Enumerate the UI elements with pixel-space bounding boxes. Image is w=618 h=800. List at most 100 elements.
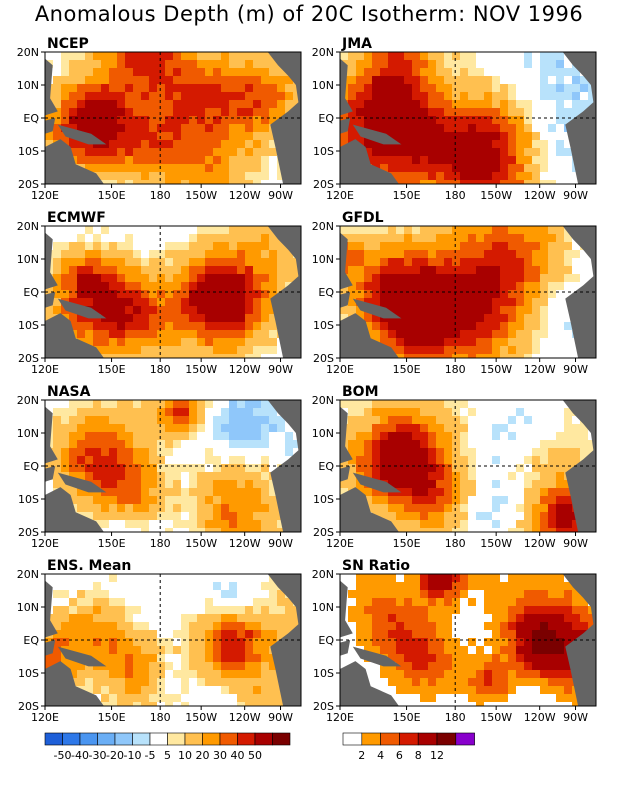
field-cell bbox=[197, 654, 205, 662]
field-cell bbox=[396, 670, 404, 678]
field-cell bbox=[580, 622, 588, 630]
field-cell bbox=[492, 108, 500, 116]
field-cell bbox=[372, 314, 380, 322]
field-cell bbox=[133, 662, 141, 670]
field-cell bbox=[428, 242, 436, 250]
field-cell bbox=[221, 242, 229, 250]
field-cell bbox=[460, 116, 468, 124]
field-cell bbox=[261, 282, 269, 290]
field-cell bbox=[157, 60, 165, 68]
field-cell bbox=[117, 76, 125, 84]
field-cell bbox=[372, 582, 380, 590]
field-cell bbox=[460, 258, 468, 266]
field-cell bbox=[101, 456, 109, 464]
field-cell bbox=[269, 670, 277, 678]
x-tick-label: 120W bbox=[229, 537, 261, 550]
field-cell bbox=[428, 504, 436, 512]
y-tick-label: EQ bbox=[318, 112, 334, 125]
field-cell bbox=[133, 520, 141, 528]
field-cell bbox=[516, 670, 524, 678]
field-cell bbox=[253, 512, 261, 520]
field-cell bbox=[428, 322, 436, 330]
field-cell bbox=[516, 598, 524, 606]
x-tick-label: 120E bbox=[31, 711, 59, 724]
field-cell bbox=[181, 400, 189, 408]
field-cell bbox=[69, 424, 77, 432]
field-cell bbox=[500, 694, 508, 702]
field-cell bbox=[356, 100, 364, 108]
field-cell bbox=[428, 132, 436, 140]
field-cell bbox=[213, 68, 221, 76]
field-cell bbox=[500, 242, 508, 250]
field-cell bbox=[508, 290, 516, 298]
field-cell bbox=[372, 140, 380, 148]
field-cell bbox=[245, 702, 253, 706]
field-cell bbox=[420, 606, 428, 614]
field-cell bbox=[428, 654, 436, 662]
field-cell bbox=[189, 52, 197, 60]
field-cell bbox=[508, 266, 516, 274]
field-cell bbox=[181, 314, 189, 322]
field-cell bbox=[564, 242, 572, 250]
land-australia bbox=[340, 139, 399, 184]
field-cell bbox=[181, 140, 189, 148]
field-cell bbox=[460, 234, 468, 242]
field-cell bbox=[572, 108, 580, 116]
field-cell bbox=[125, 298, 133, 306]
field-cell bbox=[77, 670, 85, 678]
field-cell bbox=[173, 108, 181, 116]
field-cell bbox=[540, 638, 548, 646]
field-cell bbox=[516, 266, 524, 274]
y-tick-label: EQ bbox=[23, 634, 39, 647]
field-cell bbox=[133, 504, 141, 512]
field-cell bbox=[149, 456, 157, 464]
field-cell bbox=[468, 132, 476, 140]
field-cell bbox=[476, 76, 484, 84]
field-cell bbox=[356, 84, 364, 92]
field-cell bbox=[125, 630, 133, 638]
field-cell bbox=[197, 480, 205, 488]
field-cell bbox=[149, 702, 157, 706]
field-cell bbox=[556, 496, 564, 504]
field-cell bbox=[564, 512, 572, 520]
field-cell bbox=[149, 678, 157, 686]
field-cell bbox=[93, 686, 101, 694]
field-cell bbox=[540, 598, 548, 606]
land-philippines bbox=[45, 580, 58, 638]
field-cell bbox=[380, 638, 388, 646]
field-cell bbox=[253, 242, 261, 250]
field-cell bbox=[205, 132, 213, 140]
colorbars-group: -50 -40 -30 -20 -10 -5 5 10 20 30 40 50 2 4 6 8 12 bbox=[44, 732, 475, 762]
field-cell bbox=[261, 488, 269, 496]
field-cell bbox=[165, 504, 173, 512]
field-cell bbox=[253, 416, 261, 424]
field-cell bbox=[436, 504, 444, 512]
field-cell bbox=[548, 606, 556, 614]
field-cell bbox=[141, 290, 149, 298]
field-cell bbox=[340, 226, 348, 234]
field-cell bbox=[452, 306, 460, 314]
land-new-guinea bbox=[57, 646, 107, 667]
field-cell bbox=[261, 148, 269, 156]
field-cell bbox=[221, 76, 229, 84]
field-cell bbox=[45, 132, 53, 140]
field-cell bbox=[404, 330, 412, 338]
x-tick-label: 120W bbox=[524, 189, 556, 202]
field-cell bbox=[508, 330, 516, 338]
field-cell bbox=[117, 258, 125, 266]
field-cell bbox=[484, 92, 492, 100]
field-cell bbox=[149, 322, 157, 330]
field-cell bbox=[516, 622, 524, 630]
field-cell bbox=[197, 226, 205, 234]
field-cell bbox=[133, 132, 141, 140]
land-australia bbox=[45, 313, 104, 358]
field-cell bbox=[364, 440, 372, 448]
field-cell bbox=[213, 654, 221, 662]
field-cell bbox=[53, 258, 61, 266]
field-cell bbox=[101, 686, 109, 694]
field-cell bbox=[516, 528, 524, 532]
field-cell bbox=[556, 140, 564, 148]
field-cell bbox=[173, 488, 181, 496]
field-cell bbox=[388, 282, 396, 290]
field-cell bbox=[532, 266, 540, 274]
